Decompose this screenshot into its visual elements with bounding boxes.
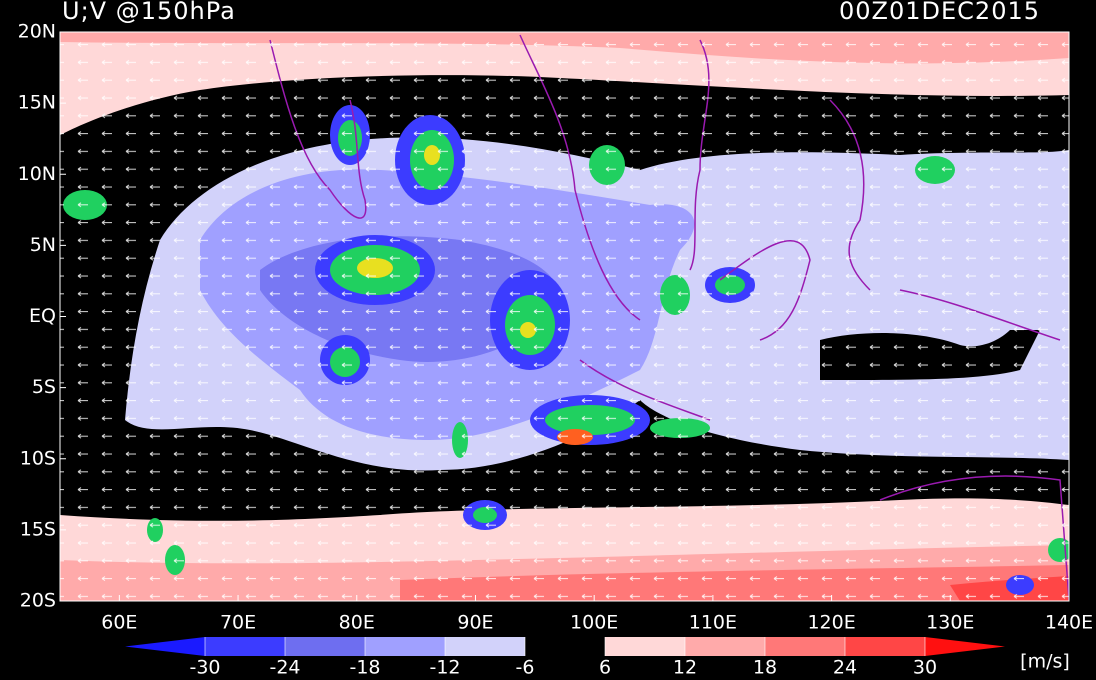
colorbar-label: -30 [189,657,220,679]
colorbar-label: 12 [673,657,697,679]
colorbar-label: -24 [269,657,300,679]
lat-label: 15N [18,92,56,114]
title: U;V @150hPa [62,0,236,25]
colorbar-segment [445,637,525,656]
lon-label: 80E [339,612,375,634]
lat-label: 10S [20,447,56,469]
colorbar-segment [685,637,765,656]
lon-label: 70E [220,612,256,634]
colorbar-segment [605,637,685,656]
lon-label: 140E [1045,612,1093,634]
colorbar-label: 30 [913,657,937,679]
colorbar-segment [285,637,365,656]
lat-label: 5S [32,376,56,398]
lon-label: 90E [457,612,493,634]
lat-label: 10N [18,163,56,185]
colorbar-segment [765,637,845,656]
colorbar-segment [845,637,925,656]
lon-label: 100E [570,612,618,634]
colorbar-label: -12 [429,657,460,679]
wind-vectors [60,32,1069,601]
colorbar-label: 18 [753,657,777,679]
colorbar-segment [525,637,605,656]
lon-label: 60E [101,612,137,634]
lat-label: EQ [29,305,56,327]
lat-label: 15S [20,518,56,540]
colorbar-label: -18 [349,657,380,679]
colorbar-segment [365,637,445,656]
colorbar-segment [205,637,285,656]
map-field [60,32,1069,601]
lat-label: 20N [18,21,56,43]
lat-label: 5N [30,234,56,256]
colorbar-label: 6 [599,657,611,679]
timestamp: 00Z01DEC2015 [839,0,1040,25]
colorbar-label: -6 [516,657,535,679]
lon-label: 130E [926,612,974,634]
lat-label: 20S [20,590,56,612]
colorbar-arrow [125,637,205,656]
colorbar-arrow [925,637,1005,656]
colorbar-label: 24 [833,657,857,679]
colorbar-unit: [m/s] [1020,651,1070,673]
lon-label: 110E [689,612,737,634]
lon-label: 120E [807,612,855,634]
